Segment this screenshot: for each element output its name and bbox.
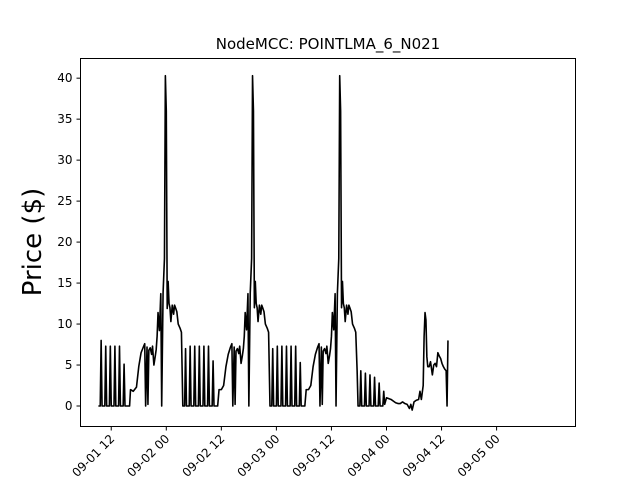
y-axis-ticks: 0 5 10 15 20 25 30 35 40 — [57, 71, 81, 413]
y-tick-label: 5 — [65, 358, 73, 372]
y-tick-label: 20 — [57, 235, 72, 249]
y-tick-label: 30 — [57, 153, 72, 167]
y-axis-label: Price ($) — [18, 188, 48, 297]
y-tick-label: 0 — [65, 399, 73, 413]
chart-title: NodeMCC: POINTLMA_6_N021 — [216, 35, 440, 54]
y-tick-label: 15 — [57, 276, 72, 290]
y-tick-label: 25 — [57, 194, 72, 208]
y-tick-label: 35 — [57, 112, 72, 126]
y-tick-label: 40 — [57, 71, 72, 85]
y-tick-label: 10 — [57, 317, 72, 331]
price-series-line — [98, 74, 449, 411]
